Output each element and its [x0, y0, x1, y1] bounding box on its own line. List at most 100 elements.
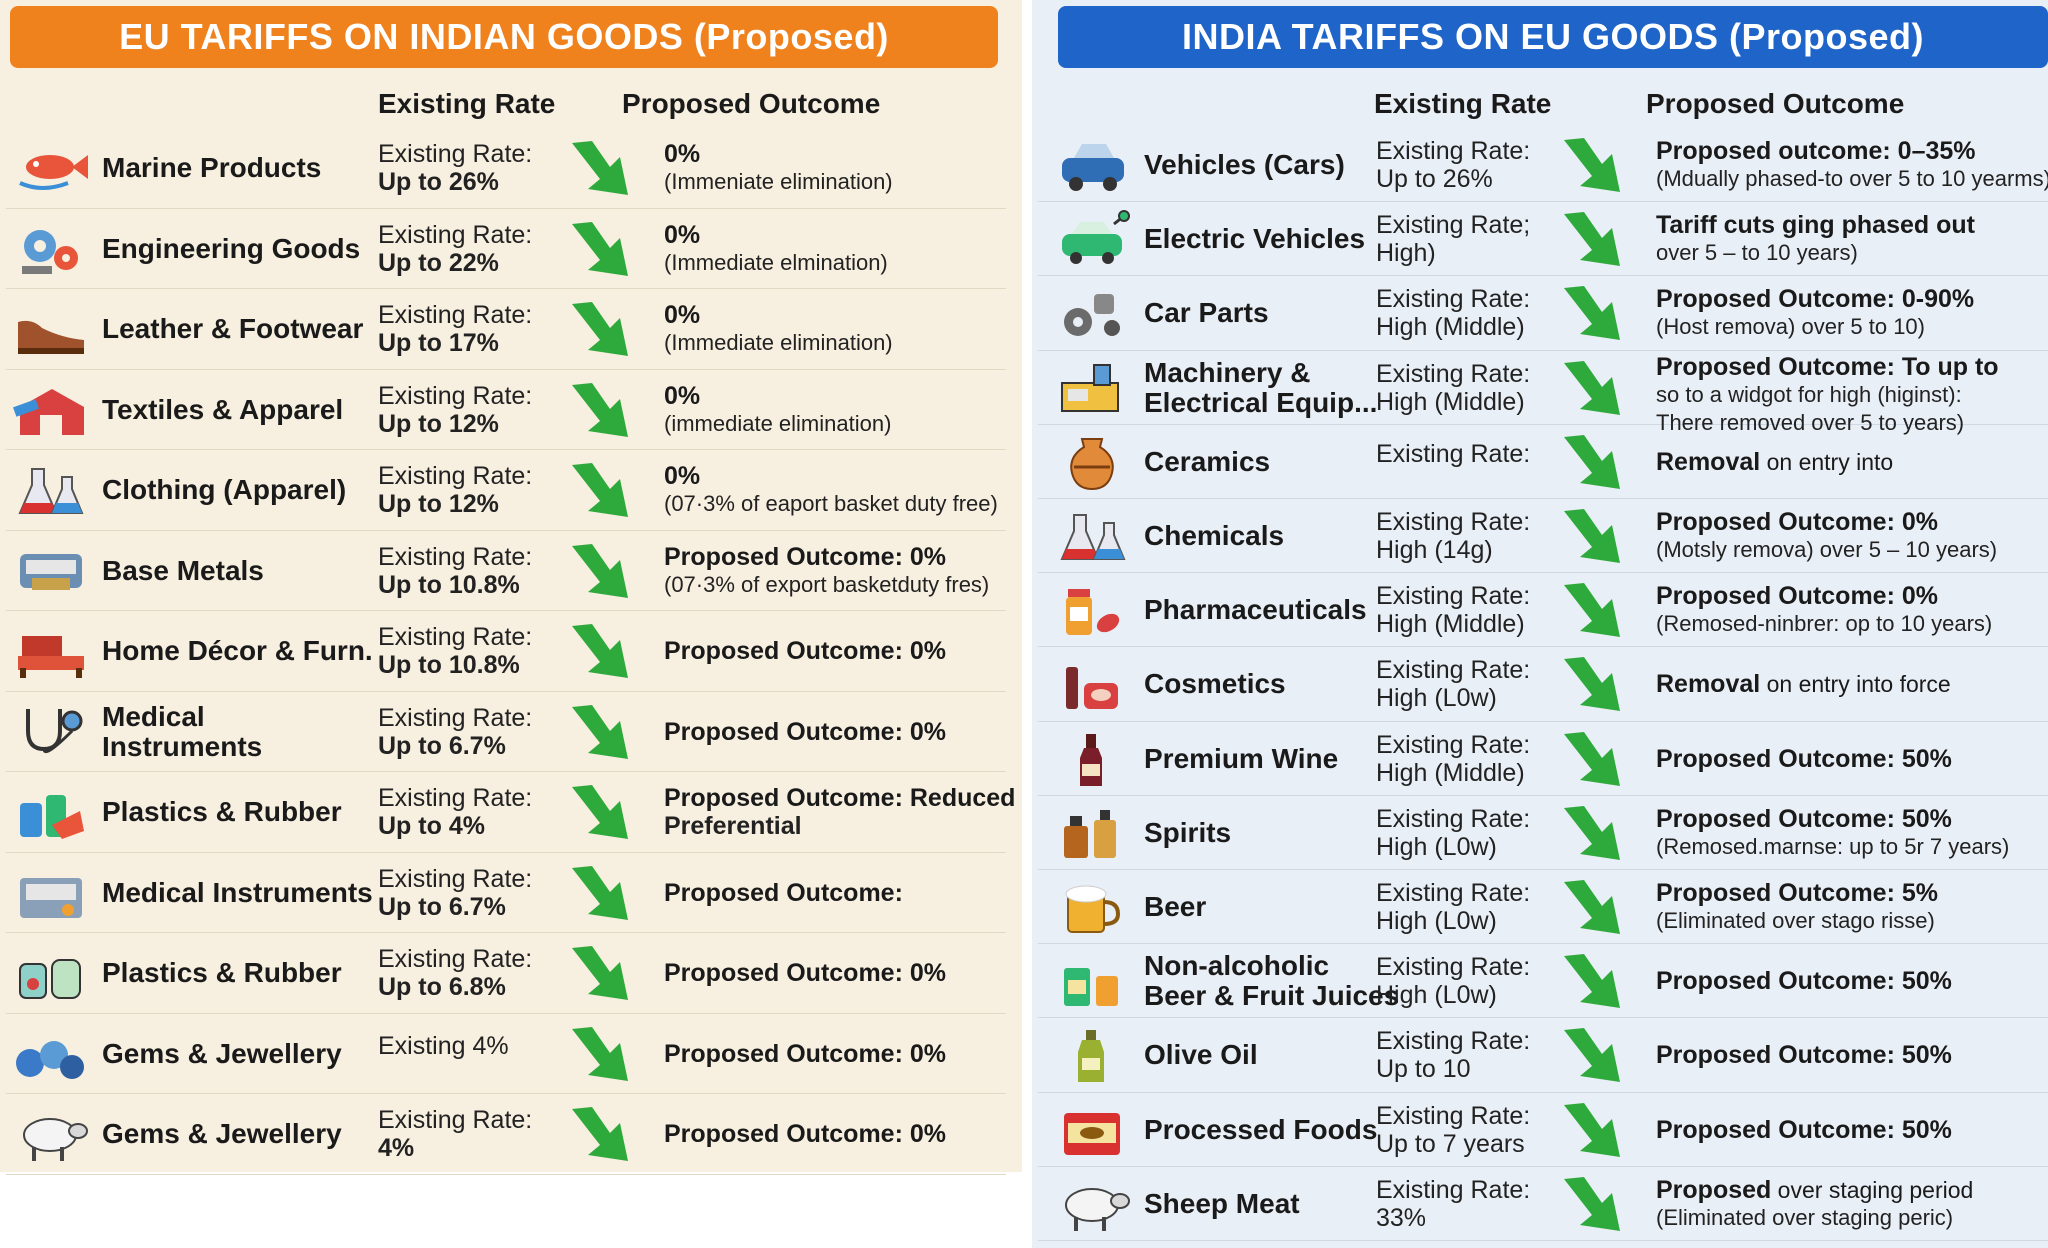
proposed-outcome-detail: (Immediate elmination): [664, 249, 888, 275]
proposed-outcome-main: Proposed Outcome:: [664, 879, 1014, 907]
sheep-icon: [1054, 1173, 1132, 1235]
machine-icon: [12, 862, 90, 924]
pill-bottle-icon: [1054, 579, 1132, 641]
down-arrow-icon: [566, 1023, 638, 1085]
proposed-outcome-detail: (Immeniate elimination): [664, 169, 893, 195]
existing-rate: Existing Rate; High): [1376, 211, 1530, 267]
proposed-outcome-detail: (Remosed.marnse: up to 5r 7 years): [1656, 833, 2010, 859]
existing-rate-label: Existing Rate:: [378, 623, 533, 652]
existing-rate-label: Existing 4%: [378, 1031, 509, 1060]
down-arrow-icon: [566, 379, 638, 441]
product-name-line: Gems & Jewellery: [102, 1037, 342, 1069]
product-name: Vehicles (Cars): [1144, 150, 1345, 180]
gears-icon: [12, 218, 90, 280]
existing-rate: Existing Rate: Up to 6.7%: [378, 704, 532, 760]
metal-icon: [12, 540, 90, 602]
existing-rate-value: Up to 17%: [378, 329, 499, 358]
left-tariff-row: Plastics & Rubber Existing Rate: Up to 6.8…: [6, 933, 1006, 1014]
left-tariff-row: Leather & Footwear Existing Rate: Up to 17…: [6, 289, 1006, 370]
existing-rate-value: High (14g): [1376, 536, 1493, 565]
down-arrow-icon: [1558, 950, 1630, 1012]
proposed-outcome-bold: Proposed Outcome: 0%: [664, 1120, 946, 1149]
proposed-outcome-bold: Proposed Outcome: 50%: [1656, 1041, 1952, 1070]
proposed-outcome-detail: (immediate elimination): [664, 410, 892, 436]
proposed-outcome-main: Proposed Outcome: 0%: [664, 718, 1014, 746]
eu-tariffs-panel: EU TARIFFS ON INDIAN GOODS (Proposed) Ex…: [0, 0, 1022, 1175]
right-tariff-row: Cosmetics Existing Rate: High (L0w) Removal…: [1038, 647, 2048, 722]
eu-tariffs-title: EU TARIFFS ON INDIAN GOODS (Proposed): [10, 6, 998, 68]
proposed-outcome: Proposed outcome: 0–35% (Mdually phased-t…: [1656, 137, 2048, 193]
product-name-line: Marine Products: [102, 152, 322, 184]
right-tariff-row: Ceramics Existing Rate: Removal on entry i…: [1038, 425, 2048, 499]
existing-rate-value: Up to 7 years: [1376, 1129, 1525, 1158]
proposed-outcome-detail: There removed over 5 to years): [1656, 409, 1965, 435]
existing-rate-value: Up to 10.8%: [378, 570, 520, 599]
product-name-line: Pharmaceuticals: [1144, 594, 1367, 626]
product-name-line: Machinery &: [1144, 356, 1311, 388]
beer-icon: [1054, 876, 1132, 938]
proposed-outcome-main: Removal on entry into force: [1656, 670, 2048, 698]
down-arrow-icon: [1558, 1173, 1630, 1235]
right-tariff-row: Sheep Meat Existing Rate: 33% Proposed over…: [1038, 1167, 2048, 1241]
product-name: Premium Wine: [1144, 743, 1338, 774]
down-arrow-icon: [566, 540, 638, 602]
proposed-outcome-main: Proposed Outcome: 50%: [1656, 805, 2048, 833]
proposed-outcome-bold: Proposed Outcome:: [664, 878, 903, 907]
down-arrow-icon: [1558, 431, 1630, 493]
vase-icon: [1054, 431, 1132, 493]
existing-rate: Existing Rate: Up to 12%: [378, 382, 532, 438]
proposed-outcome: Proposed Outcome: To up to so to a widgot…: [1656, 353, 2048, 437]
fish-icon: [12, 137, 90, 199]
left-tariff-row: Textiles & Apparel Existing Rate: Up to 12…: [6, 370, 1006, 450]
existing-rate: Existing Rate: High (Middle): [1376, 360, 1530, 416]
existing-rate-value: High (L0w): [1376, 907, 1497, 936]
proposed-outcome: Tariff cuts ging phased out over 5 – to 1…: [1656, 211, 2048, 267]
down-arrow-icon: [566, 137, 638, 199]
existing-rate-value: Up to 6.7%: [378, 892, 506, 921]
proposed-outcome-rest: over staging period: [1771, 1176, 1974, 1203]
existing-rate-label: Existing Rate;: [1376, 211, 1531, 240]
existing-rate: Existing Rate: High (Middle): [1376, 731, 1530, 787]
proposed-outcome: Proposed Outcome: 0%: [664, 637, 1014, 665]
proposed-outcome-bold: Proposed Outcome: 0%: [664, 959, 946, 988]
proposed-outcome-bold: Proposed Outcome: 5%: [1656, 879, 1938, 908]
existing-rate: Existing Rate: High (14g): [1376, 508, 1530, 564]
product-name-line: Sheep Meat: [1144, 1187, 1300, 1219]
proposed-outcome: Proposed Outcome: 50%: [1656, 967, 2048, 995]
product-name-line: Beer & Fruit Juices: [1144, 980, 1400, 1012]
product-name: Medical Instruments: [102, 876, 373, 908]
existing-rate-value: High (L0w): [1376, 684, 1497, 713]
existing-rate-value: Up to 26%: [378, 168, 499, 197]
proposed-outcome: 0% (07·3% of eaport basket duty free): [664, 462, 1014, 518]
existing-rate-label: Existing Rate:: [378, 140, 533, 169]
product-name-line: Plastics & Rubber: [102, 796, 342, 828]
existing-rate-label: Existing Rate:: [1376, 656, 1531, 685]
existing-rate-label: Existing Rate:: [378, 864, 533, 893]
product-name: Pharmaceuticals: [1144, 595, 1367, 625]
proposed-outcome-rest: on entry into: [1760, 448, 1894, 475]
proposed-outcome: 0% (Immediate elmination): [664, 221, 1014, 277]
proposed-outcome-detail: (Motsly remova) over 5 – 10 years): [1656, 537, 1998, 563]
existing-rate: Existing Rate: High (Middle): [1376, 285, 1530, 341]
left-tariff-row: Clothing (Apparel) Existing Rate: Up to 12…: [6, 450, 1006, 531]
existing-rate-label: Existing Rate:: [1376, 137, 1531, 166]
left-tariff-row: Medical Instruments Existing Rate: Up to 6…: [6, 853, 1006, 933]
proposed-outcome-main: Proposed outcome: 0–35%: [1656, 137, 2048, 165]
down-arrow-icon: [566, 701, 638, 763]
proposed-outcome-main: 0%: [664, 382, 1014, 410]
proposed-outcome-detail: (07·3% of export basketduty fres): [664, 571, 990, 597]
product-name-line: Medical Instruments: [102, 876, 373, 908]
food-tin-icon: [1054, 1099, 1132, 1161]
existing-rate: Existing Rate: Up to 7 years: [1376, 1102, 1530, 1158]
proposed-outcome-main: Proposed Outcome: 0%: [664, 543, 1014, 571]
existing-rate-label: Existing Rate:: [378, 542, 533, 571]
product-name-line: Instruments: [102, 730, 263, 762]
existing-rate-value: Up to 12%: [378, 490, 499, 519]
proposed-outcome-bold: Proposed Outcome: 50%: [1656, 804, 1952, 833]
right-tariff-row: Chemicals Existing Rate: High (14g) Propose…: [1038, 499, 2048, 574]
down-arrow-icon: [1558, 357, 1630, 419]
proposed-outcome-bold: 0%: [664, 381, 701, 410]
proposed-outcome-bold: Proposed Outcome: 0-90%: [1656, 285, 1975, 314]
left-tariff-row: Plastics & Rubber Existing Rate: Up to 4% P…: [6, 772, 1014, 853]
existing-rate: Existing Rate: High (L0w): [1376, 953, 1530, 1009]
